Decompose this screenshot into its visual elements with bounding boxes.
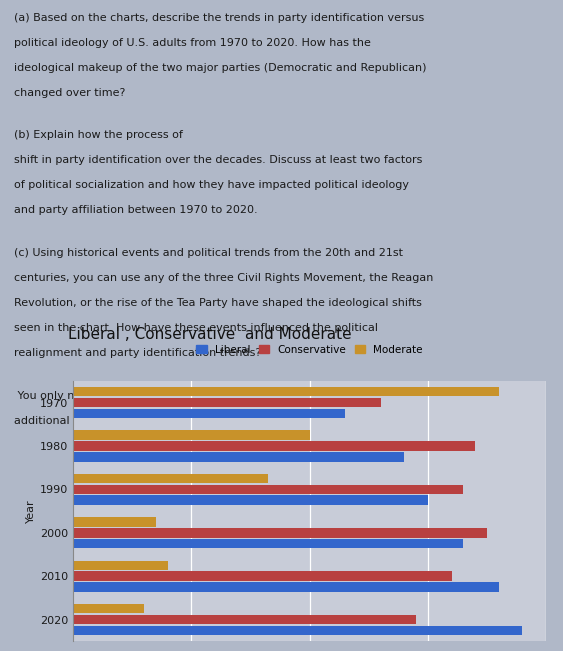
Bar bbox=[73, 572, 452, 581]
Bar bbox=[73, 441, 475, 450]
Bar bbox=[73, 561, 168, 570]
Y-axis label: Year: Year bbox=[26, 499, 36, 523]
Text: (c) Using historical events and political trends from the 20th and 21st: (c) Using historical events and politica… bbox=[14, 248, 403, 258]
Text: Revolution, or the rise of the Tea Party have shaped the ideological shifts: Revolution, or the rise of the Tea Party… bbox=[14, 298, 422, 308]
Legend: Liberal, Conservative, Moderate: Liberal, Conservative, Moderate bbox=[192, 340, 427, 359]
Bar bbox=[73, 452, 404, 462]
Text: seen in the chart. How have these events influenced the political: seen in the chart. How have these events… bbox=[14, 323, 378, 333]
Bar bbox=[73, 430, 310, 440]
Text: Liberal , Conservative  and Moderate: Liberal , Conservative and Moderate bbox=[69, 327, 352, 342]
Text: changed over time?: changed over time? bbox=[14, 88, 126, 98]
Text: additional points on this question.: additional points on this question. bbox=[14, 415, 204, 426]
Text: of political socialization and how they have impacted political ideology: of political socialization and how they … bbox=[14, 180, 409, 191]
Text: (a) Based on the charts, describe the trends in party identification versus: (a) Based on the charts, describe the tr… bbox=[14, 13, 425, 23]
Text: centuries, you can use any of the three Civil Rights Movement, the Reagan: centuries, you can use any of the three … bbox=[14, 273, 434, 283]
Bar bbox=[73, 484, 463, 494]
Text: and party affiliation between 1970 to 2020.: and party affiliation between 1970 to 20… bbox=[14, 206, 258, 215]
Bar bbox=[73, 626, 522, 635]
Text: political ideology of U.S. adults from 1970 to 2020. How has the: political ideology of U.S. adults from 1… bbox=[14, 38, 371, 48]
Bar bbox=[73, 495, 428, 505]
Bar bbox=[73, 582, 499, 592]
Bar bbox=[73, 409, 345, 418]
Bar bbox=[73, 528, 487, 538]
Text: ideological makeup of the two major parties (Democratic and Republican): ideological makeup of the two major part… bbox=[14, 63, 427, 73]
Bar bbox=[73, 474, 268, 483]
Bar bbox=[73, 398, 381, 408]
Text: You only need to discuss one historical event but you can discuss 2 for: You only need to discuss one historical … bbox=[14, 391, 412, 400]
Bar bbox=[73, 539, 463, 548]
Bar bbox=[73, 517, 156, 527]
Bar bbox=[73, 615, 416, 624]
Text: realignment and party identification trends?: realignment and party identification tre… bbox=[14, 348, 261, 358]
Bar bbox=[73, 604, 144, 613]
Text: (b) Explain how the process of: (b) Explain how the process of bbox=[14, 130, 186, 141]
Text: shift in party identification over the decades. Discuss at least two factors: shift in party identification over the d… bbox=[14, 156, 422, 165]
Bar bbox=[73, 387, 499, 396]
